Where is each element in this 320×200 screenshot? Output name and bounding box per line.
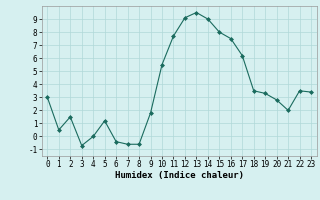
X-axis label: Humidex (Indice chaleur): Humidex (Indice chaleur)	[115, 171, 244, 180]
